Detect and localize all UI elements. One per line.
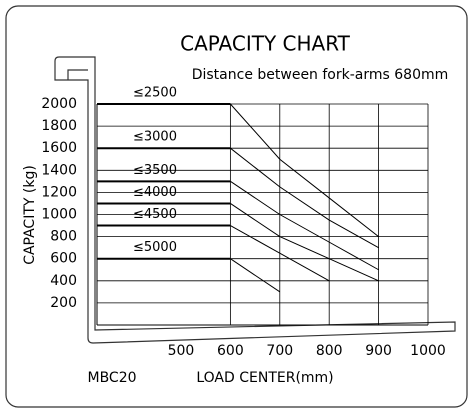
legend-label: ≤3000 — [133, 130, 177, 145]
capacity-curve — [230, 203, 379, 282]
capacity-curve — [230, 258, 281, 293]
chart-subtitle: Distance between fork-arms 680mm — [192, 67, 449, 83]
y-tick-label: 200 — [50, 295, 77, 311]
y-tick-label: 1200 — [41, 184, 77, 200]
y-tick-label: 600 — [50, 251, 77, 267]
y-tick-label: 1000 — [41, 207, 77, 223]
capacity-curve — [230, 180, 379, 271]
x-axis-label: LOAD CENTER(mm) — [196, 370, 333, 386]
y-tick-label: 1800 — [41, 118, 77, 134]
model-label: MBC20 — [87, 370, 136, 386]
x-tick-label: 600 — [217, 343, 244, 359]
x-tick-label: 900 — [365, 343, 392, 359]
x-tick-label: 700 — [266, 343, 293, 359]
legend-label: ≤4500 — [133, 207, 177, 222]
legend-label: ≤3500 — [133, 163, 177, 178]
y-tick-label: 800 — [50, 229, 77, 245]
legend-label: ≤5000 — [133, 240, 177, 255]
y-tick-label: 400 — [50, 273, 77, 289]
fork-hook — [67, 69, 88, 80]
y-tick-label: 1400 — [41, 162, 77, 178]
capacity-curve — [230, 103, 379, 237]
capacity-curve — [230, 147, 379, 249]
x-tick-label: 800 — [316, 343, 343, 359]
y-tick-label: 2000 — [41, 96, 77, 112]
fork-outline — [54, 56, 456, 344]
legend-label: ≤4000 — [133, 185, 177, 200]
legend-label: ≤2500 — [133, 86, 177, 101]
chart-title: CAPACITY CHART — [180, 32, 351, 56]
y-tick-label: 1600 — [41, 140, 77, 156]
x-tick-label: 500 — [168, 343, 195, 359]
frame — [5, 5, 468, 408]
x-tick-label: 1000 — [410, 343, 446, 359]
capacity-curve — [230, 225, 330, 282]
y-axis-label: CAPACITY (kg) — [22, 165, 38, 265]
